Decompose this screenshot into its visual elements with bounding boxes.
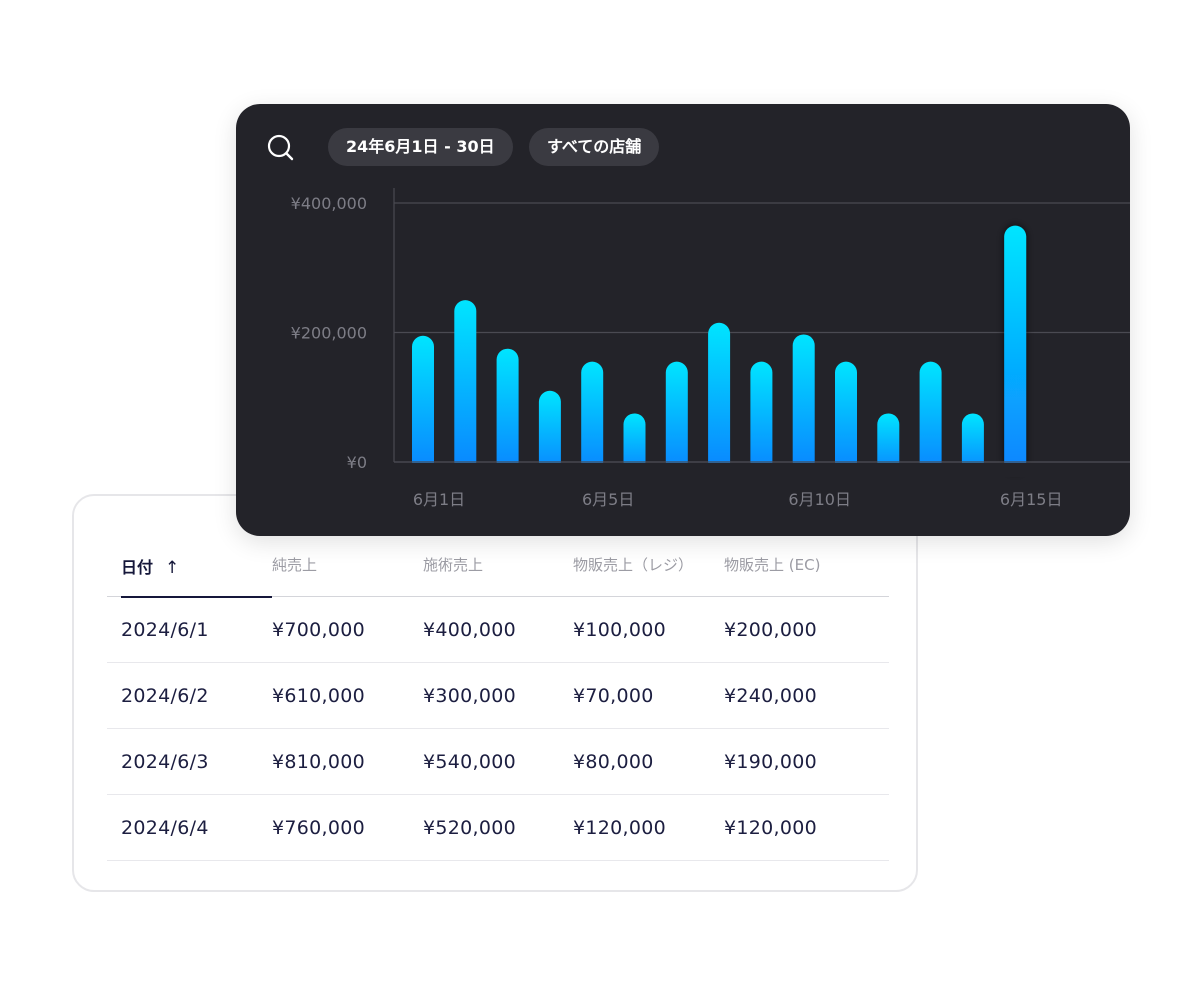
cell-date: 2024/6/2 [121,685,209,707]
x-tick-label: 6月10日 [788,490,851,509]
bar-6月2日[interactable] [454,300,477,473]
search-icon[interactable] [266,132,298,164]
bar-6月9日[interactable] [750,361,773,473]
y-tick-label: ¥400,000 [291,194,367,213]
store-filter[interactable]: すべての店舗 [529,128,660,166]
baseline-mask [395,463,1130,477]
bar-6月8日[interactable] [708,322,731,473]
column-header-retail-register[interactable]: 物販売上（レジ） [573,556,694,574]
chart-bars [394,225,1130,477]
cell-date: 2024/6/4 [121,817,209,839]
cell-retail-register: ¥70,000 [573,685,654,707]
x-tick-label: 6月5日 [582,490,634,509]
table-header: 日付 ↑ 純売上 施術売上 物販売上（レジ） 物販売上 (EC) [107,536,889,598]
cell-service-sales: ¥540,000 [423,751,517,773]
bar-6月14日[interactable] [961,413,984,473]
cell-retail-ec: ¥200,000 [724,619,818,641]
y-tick-label: ¥0 [347,453,367,472]
bar-6月15日[interactable] [1004,225,1027,473]
active-sort-indicator [121,596,272,598]
date-range-filter[interactable]: 24年6月1日 - 30日 [328,128,513,166]
table-row[interactable]: 2024/6/3 ¥810,000 ¥540,000 ¥80,000 ¥190,… [107,729,889,795]
bar-6月13日[interactable] [919,361,942,473]
bar-6月1日[interactable] [412,335,434,473]
column-header-retail-ec[interactable]: 物販売上 (EC) [724,556,821,574]
y-axis-tick-labels: ¥400,000 ¥200,000 ¥0 [291,194,367,472]
bar-6月10日[interactable] [792,334,815,473]
cell-retail-register: ¥100,000 [573,619,667,641]
cell-retail-ec: ¥190,000 [724,751,818,773]
column-header-net-sales[interactable]: 純売上 [272,556,318,574]
cell-net-sales: ¥810,000 [272,751,366,773]
bar-6月7日[interactable] [665,361,688,473]
bar-6月5日[interactable] [581,361,604,473]
cell-net-sales: ¥700,000 [272,619,366,641]
cell-date: 2024/6/3 [121,751,209,773]
cell-net-sales: ¥760,000 [272,817,366,839]
table-row[interactable]: 2024/6/1 ¥700,000 ¥400,000 ¥100,000 ¥200… [107,597,889,663]
bar-6月6日[interactable] [623,413,646,473]
cell-retail-ec: ¥240,000 [724,685,818,707]
cell-retail-ec: ¥120,000 [724,817,818,839]
column-header-date-label: 日付 [121,558,154,577]
bar-6月3日[interactable] [496,348,519,473]
y-tick-label: ¥200,000 [291,324,367,343]
x-axis-tick-labels: 6月1日 6月5日 6月10日 6月15日 [413,490,1063,509]
daily-sales-bar-chart: ¥400,000 ¥200,000 ¥0 6月1日 6月5日 6月10日 6月15日 [291,188,1130,509]
cell-net-sales: ¥610,000 [272,685,366,707]
sales-table-card: 日付 ↑ 純売上 施術売上 物販売上（レジ） 物販売上 (EC) 2024/6/1… [72,494,918,892]
table-row[interactable]: 2024/6/2 ¥610,000 ¥300,000 ¥70,000 ¥240,… [107,663,889,729]
cell-retail-register: ¥120,000 [573,817,667,839]
column-header-date[interactable]: 日付 ↑ [121,554,179,578]
cell-retail-register: ¥80,000 [573,751,654,773]
sales-table: 日付 ↑ 純売上 施術売上 物販売上（レジ） 物販売上 (EC) 2024/6/1… [107,536,889,861]
table-row[interactable]: 2024/6/4 ¥760,000 ¥520,000 ¥120,000 ¥120… [107,795,889,861]
cell-date: 2024/6/1 [121,619,209,641]
x-tick-label: 6月15日 [1000,490,1063,509]
cell-service-sales: ¥400,000 [423,619,517,641]
bar-6月4日[interactable] [538,390,561,473]
bar-6月11日[interactable] [835,361,857,473]
sort-ascending-icon[interactable]: ↑ [165,558,180,578]
bar-6月12日[interactable] [877,413,900,473]
cell-service-sales: ¥520,000 [423,817,517,839]
column-header-service-sales[interactable]: 施術売上 [423,556,484,574]
x-tick-label: 6月1日 [413,490,465,509]
cell-service-sales: ¥300,000 [423,685,517,707]
sales-chart-card: ¥400,000 ¥200,000 ¥0 6月1日 6月5日 6月10日 6月15日 24… [236,104,1130,536]
